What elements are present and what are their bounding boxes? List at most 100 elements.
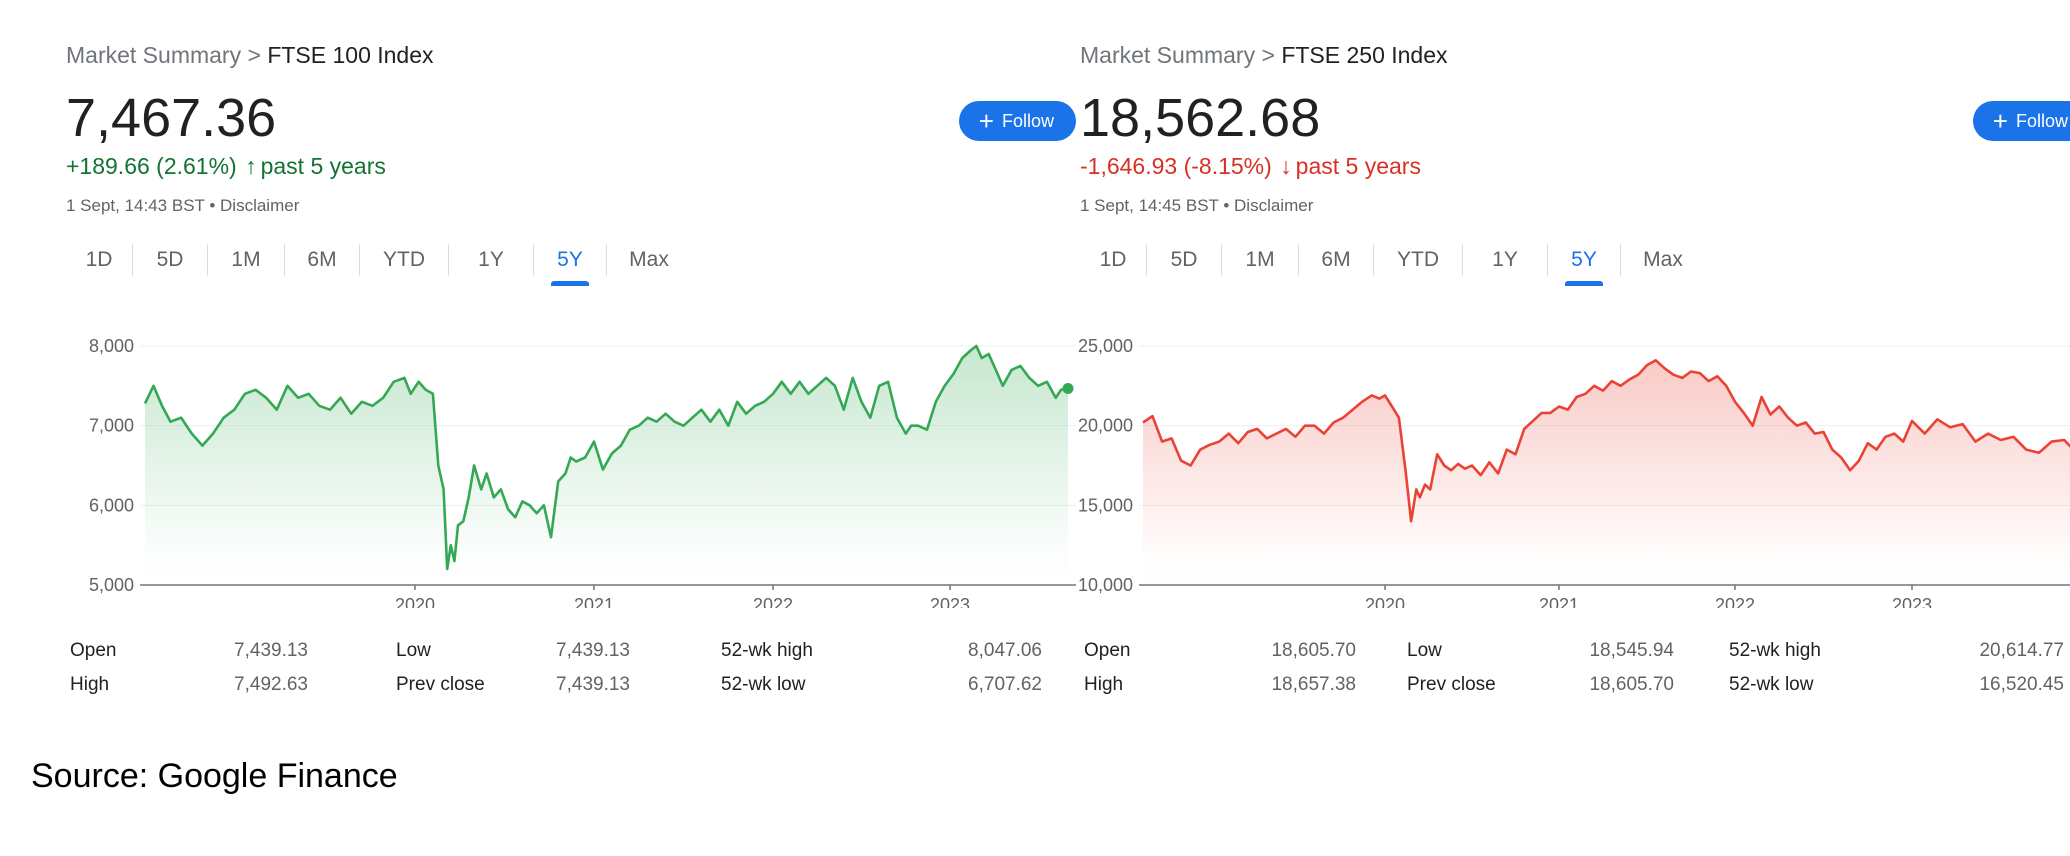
change-value: +189.66 (2.61%) — [66, 153, 237, 179]
stat-label-prev-close: Prev close — [1407, 674, 1496, 695]
x-tick-label: 2021 — [1539, 595, 1579, 608]
stat-label-low: Low — [1407, 640, 1442, 661]
tab-range-1m[interactable]: 1M — [1245, 248, 1275, 271]
breadcrumb-root-link[interactable]: Market Summary — [66, 42, 242, 68]
tab-range-5d[interactable]: 5D — [156, 248, 184, 271]
price-chart: 10,000 15,000 20,000 25,000 2020 2021 2022 2023 — [1078, 336, 2070, 608]
time-range-tabs: 1D 5D 1M 6M YTD 1Y 5Y Max — [66, 242, 691, 286]
stat-value-52wk-low: 6,707.62 — [968, 674, 1042, 695]
tab-range-5d[interactable]: 5D — [1170, 248, 1198, 271]
timestamp-disclaimer: 1 Sept, 14:45 BST • Disclaimer — [1080, 196, 1314, 215]
price-chart: 5,000 6,000 7,000 8,000 2020 2021 2022 2023 — [89, 336, 1076, 608]
tab-range-ytd[interactable]: YTD — [383, 248, 425, 271]
change-period: past 5 years — [1295, 153, 1421, 179]
stat-label-prev-close: Prev close — [396, 674, 485, 695]
stat-label-high: High — [1084, 674, 1124, 695]
breadcrumb-root-link[interactable]: Market Summary — [1080, 42, 1256, 68]
series-area-fill — [1143, 360, 2070, 585]
stat-value-low: 18,545.94 — [1589, 640, 1674, 661]
series-line — [143, 344, 1069, 571]
stat-value-52wk-high: 8,047.06 — [968, 640, 1042, 661]
tab-range-6m[interactable]: 6M — [1321, 248, 1351, 271]
range-separator — [1373, 244, 1374, 276]
y-tick-label: 7,000 — [89, 416, 134, 436]
ftse100-panel: Market Summary > FTSE 100 Index 7,467.36… — [66, 0, 1076, 730]
follow-button[interactable]: + Follow — [958, 101, 1076, 141]
stats-row: Open 7,439.13 Low 7,439.13 52-wk high 8,… — [70, 640, 1050, 670]
stat-label-high: High — [70, 674, 110, 695]
range-separator — [448, 244, 449, 276]
arrow-down-icon: ↓ — [1280, 153, 1292, 179]
stat-value-prev-close: 7,439.13 — [556, 674, 630, 695]
stat-label-52wk-high: 52-wk high — [721, 640, 813, 661]
breadcrumb-current: FTSE 100 Index — [267, 42, 434, 68]
stat-value-52wk-high: 20,614.77 — [1979, 640, 2064, 661]
range-separator — [1146, 244, 1147, 276]
stats-row: High 7,492.63 Prev close 7,439.13 52-wk … — [70, 674, 1050, 704]
tab-range-max[interactable]: Max — [629, 248, 669, 271]
range-separator — [1221, 244, 1222, 276]
x-tick-label: 2023 — [1892, 595, 1932, 608]
price-change: -1,646.93 (-8.15%) ↓ past 5 years — [1080, 153, 1421, 180]
stat-value-open: 18,605.70 — [1271, 640, 1356, 661]
tab-range-5y[interactable]: 5Y — [1548, 242, 1620, 278]
tab-range-5y[interactable]: 5Y — [534, 242, 606, 278]
tab-range-max[interactable]: Max — [1643, 248, 1683, 271]
current-price: 18,562.68 — [1080, 88, 1321, 148]
price-change: +189.66 (2.61%) ↑ past 5 years — [66, 153, 386, 180]
change-period: past 5 years — [260, 153, 386, 179]
stat-value-prev-close: 18,605.70 — [1589, 674, 1674, 695]
ftse250-panel: Market Summary > FTSE 250 Index 18,562.6… — [1078, 0, 2070, 730]
stat-value-high: 18,657.38 — [1271, 674, 1356, 695]
y-tick-label: 6,000 — [89, 495, 134, 515]
stat-label-low: Low — [396, 640, 431, 661]
stat-label-52wk-low: 52-wk low — [1729, 674, 1814, 695]
range-separator — [132, 244, 133, 276]
range-separator — [1462, 244, 1463, 276]
tab-range-1y[interactable]: 1Y — [1492, 248, 1518, 271]
stat-value-low: 7,439.13 — [556, 640, 630, 661]
arrow-up-icon: ↑ — [245, 153, 257, 179]
follow-label: Follow — [2015, 110, 2068, 131]
stats-row: High 18,657.38 Prev close 18,605.70 52-w… — [1084, 674, 2064, 704]
stat-label-open: Open — [70, 640, 117, 661]
y-tick-label: 25,000 — [1078, 336, 1133, 356]
stat-value-open: 7,439.13 — [234, 640, 308, 661]
range-separator — [207, 244, 208, 276]
range-separator — [1298, 244, 1299, 276]
y-tick-label: 15,000 — [1078, 495, 1133, 515]
y-tick-label: 20,000 — [1078, 416, 1133, 436]
stat-value-high: 7,492.63 — [234, 674, 308, 695]
breadcrumb-separator: > — [247, 42, 261, 68]
stats-row: Open 18,605.70 Low 18,545.94 52-wk high … — [1084, 640, 2064, 670]
x-tick-label: 2022 — [1715, 595, 1755, 608]
stat-label-52wk-high: 52-wk high — [1729, 640, 1821, 661]
series-line — [1142, 359, 2070, 523]
x-tick-label: 2020 — [1365, 595, 1405, 608]
change-value: -1,646.93 (-8.15%) — [1080, 153, 1272, 179]
plus-icon: + — [1992, 106, 2008, 136]
last-value-dot — [1062, 382, 1074, 394]
stat-value-52wk-low: 16,520.45 — [1979, 674, 2064, 695]
tab-range-1d[interactable]: 1D — [85, 248, 113, 271]
range-separator — [606, 244, 607, 276]
y-tick-label: 8,000 — [89, 336, 134, 356]
follow-label: Follow — [1001, 110, 1054, 131]
range-separator — [1620, 244, 1621, 276]
y-tick-label: 5,000 — [89, 575, 134, 595]
x-tick-label: 2021 — [574, 595, 614, 608]
tab-range-1y[interactable]: 1Y — [478, 248, 504, 271]
current-price: 7,467.36 — [66, 88, 277, 148]
tab-range-1d[interactable]: 1D — [1099, 248, 1127, 271]
breadcrumb-separator: > — [1261, 42, 1275, 68]
stat-label-open: Open — [1084, 640, 1131, 661]
tab-range-1m[interactable]: 1M — [231, 248, 261, 271]
timestamp-disclaimer: 1 Sept, 14:43 BST • Disclaimer — [66, 196, 300, 215]
tab-range-ytd[interactable]: YTD — [1397, 248, 1439, 271]
tab-range-6m[interactable]: 6M — [307, 248, 337, 271]
follow-button[interactable]: + Follow — [1972, 101, 2070, 141]
time-range-tabs: 1D 5D 1M 6M YTD 1Y 5Y Max — [1080, 242, 1705, 286]
stat-label-52wk-low: 52-wk low — [721, 674, 806, 695]
plus-icon: + — [978, 106, 994, 136]
breadcrumb-current: FTSE 250 Index — [1281, 42, 1448, 68]
